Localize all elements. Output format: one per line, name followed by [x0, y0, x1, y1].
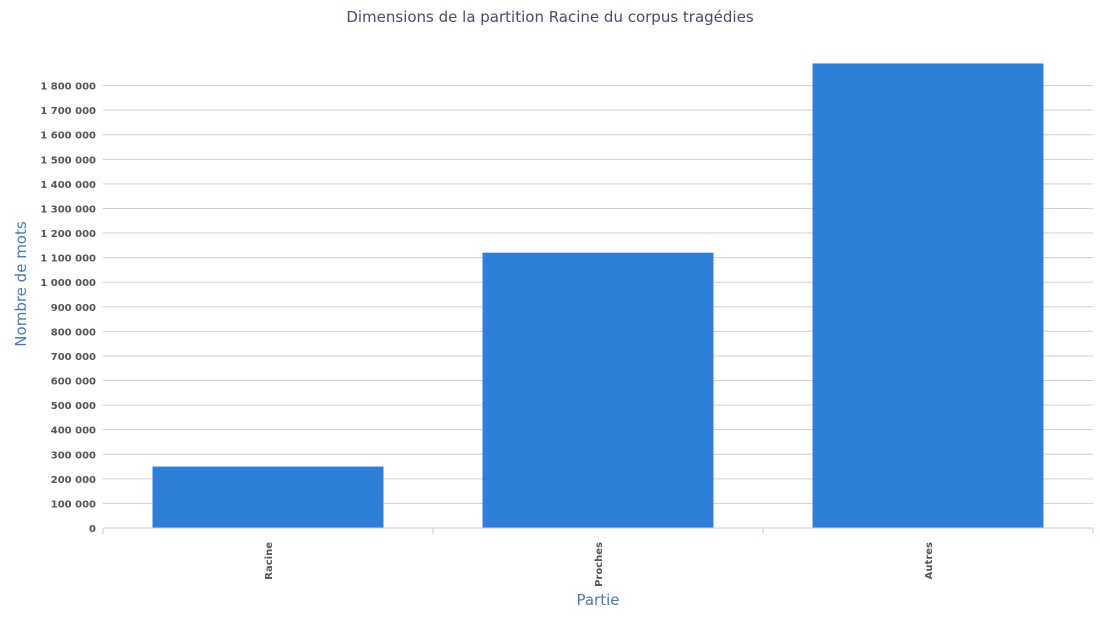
bars: [152, 63, 1044, 529]
y-tick-label: 1 300 000: [40, 204, 96, 215]
x-tick-label: Racine: [264, 542, 275, 580]
y-tick-label: 200 000: [51, 475, 96, 486]
y-tick-label: 1 000 000: [40, 278, 96, 289]
y-tick-label: 400 000: [51, 426, 96, 437]
y-tick-label: 0: [89, 524, 96, 535]
y-tick-label: 700 000: [51, 352, 96, 363]
y-tick-label: 1 200 000: [40, 229, 96, 240]
y-tick-label: 1 100 000: [40, 254, 96, 265]
bar-racine[interactable]: [152, 466, 384, 528]
x-tick-label: Autres: [924, 542, 935, 579]
y-tick-label: 900 000: [51, 303, 96, 314]
y-tick-label: 300 000: [51, 450, 96, 461]
y-axis-title: Nombre de mots: [12, 221, 30, 347]
y-tick-label: 500 000: [51, 401, 96, 412]
bar-proches[interactable]: [482, 252, 714, 528]
x-tick-label: Proches: [594, 542, 605, 587]
x-axis-title: Partie: [576, 591, 619, 609]
y-tick-label: 600 000: [51, 377, 96, 388]
y-tick-label: 1 800 000: [40, 82, 96, 93]
y-tick-label: 1 600 000: [40, 131, 96, 142]
bar-autres[interactable]: [812, 63, 1044, 529]
axes: [102, 527, 1094, 534]
y-tick-label: 800 000: [51, 327, 96, 338]
x-tick-labels: Racine Proches Autres: [264, 542, 935, 587]
y-tick-labels: 0 100 000 200 000 300 000 400 000 500 000 600 …: [40, 82, 96, 535]
y-tick-label: 1 500 000: [40, 155, 96, 166]
chart-title: Dimensions de la partition Racine du cor…: [346, 8, 754, 26]
y-tick-label: 100 000: [51, 499, 96, 510]
y-tick-label: 1 700 000: [40, 106, 96, 117]
y-tick-label: 1 400 000: [40, 180, 96, 191]
